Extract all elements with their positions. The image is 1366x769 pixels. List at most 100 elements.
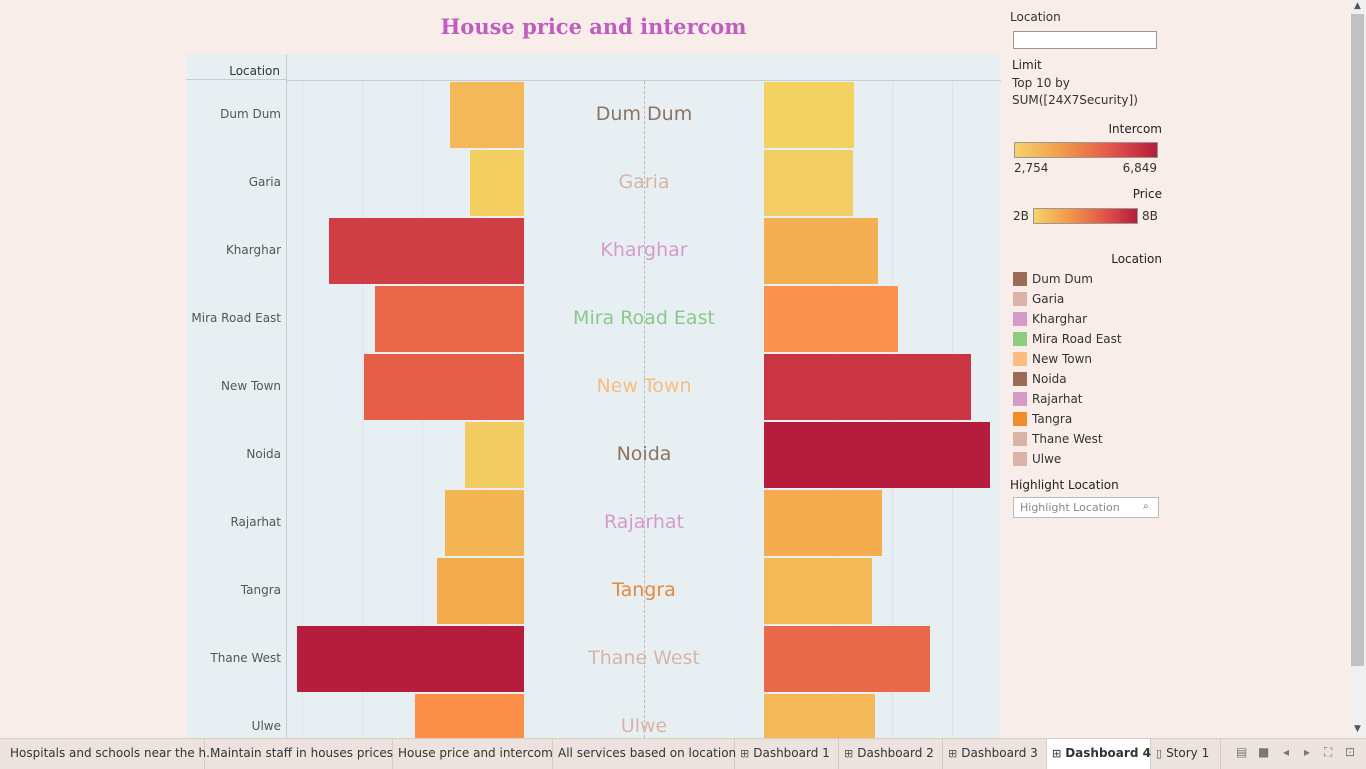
center-axis [644,81,645,738]
legend-swatch [1013,412,1027,426]
location-label: Noida [616,443,672,465]
location-legend-title: Location [1111,252,1162,266]
legend-swatch [1013,292,1027,306]
price-bar[interactable] [764,82,855,148]
legend-label: Noida [1032,372,1067,386]
price-bar[interactable] [764,694,875,738]
sheet-tab[interactable]: ▯ Story 1 [1151,739,1221,769]
next-sheet-icon[interactable]: ▸ [1304,745,1311,759]
intercom-legend-title: Intercom [1108,122,1162,136]
row-label: Noida [246,447,281,461]
sheet-tab[interactable]: ⊞ Dashboard 3 [943,739,1047,769]
intercom-bar[interactable] [469,150,524,216]
price-bar[interactable] [764,558,872,624]
sheet-tab[interactable]: ⊞ Dashboard 1 [735,739,839,769]
row-header-border [286,54,287,738]
row-label: Dum Dum [220,107,281,121]
price-bar[interactable] [764,354,972,420]
highlight-placeholder: Highlight Location [1020,501,1120,514]
row-label: New Town [220,379,281,393]
sheet-tab[interactable]: Maintain staff in houses prices [205,739,393,769]
tab-label: Dashboard 3 [961,746,1038,760]
price-bar[interactable] [764,218,878,284]
legend-swatch [1013,432,1027,446]
fullscreen-icon[interactable]: ⛶ [1324,745,1333,759]
scroll-up-arrow-icon[interactable]: ▲ [1354,1,1361,11]
row-label: Kharghar [225,243,281,257]
highlight-title: Highlight Location [1010,478,1119,492]
price-bar[interactable] [764,286,899,352]
intercom-legend-max: 6,849 [1122,161,1157,175]
sheet-tab[interactable]: Hospitals and schools near the h... [5,739,218,769]
limit-formula: SUM([24X7Security]) [1012,93,1138,107]
chart-area[interactable]: Location Dum Dum Dum Dum Garia Garia Khargha… [186,54,1001,738]
sheet-tab[interactable]: House price and intercom [393,739,553,769]
intercom-bar[interactable] [436,558,524,624]
location-label: Thane West [588,647,700,669]
location-label: Kharghar [600,239,688,261]
tab-label: Hospitals and schools near the h... [10,746,218,760]
dashboard-icon: ⊞ [740,747,750,760]
sheet-tab[interactable]: ⊞ Dashboard 4 [1047,739,1151,769]
present-icon[interactable]: ⊡ [1345,745,1356,759]
legend-label: Tangra [1032,412,1073,426]
legend-label: New Town [1032,352,1093,366]
scroll-thumb[interactable] [1351,14,1364,666]
dashboard-icon: ⊞ [844,747,854,760]
legend-swatch [1013,392,1027,406]
intercom-bar[interactable] [450,82,524,148]
location-label: Tangra [612,579,676,601]
intercom-bar[interactable] [297,626,524,692]
price-bar[interactable] [764,490,883,556]
price-bar[interactable] [764,150,853,216]
location-label: Mira Road East [573,307,715,329]
story-icon: ▯ [1156,747,1163,760]
legend-label: Ulwe [1032,452,1062,466]
highlight-location-input[interactable] [1013,497,1159,518]
location-filter-input[interactable] [1013,31,1157,49]
grid-line [362,81,363,738]
price-bar[interactable] [764,422,990,488]
row-label: Garia [248,175,281,189]
chart-title: House price and intercom [440,14,747,39]
intercom-legend-min: 2,754 [1014,161,1049,175]
sheet-tab[interactable]: All services based on location [553,739,736,769]
price-legend-min: 2B [1013,209,1029,223]
limit-text: Top 10 by [1012,76,1070,90]
prev-sheet-icon[interactable]: ◂ [1283,745,1290,759]
row-header-label: Location [186,54,286,80]
intercom-bar[interactable] [329,218,524,284]
intercom-bar[interactable] [465,422,524,488]
show-thumbnails-icon[interactable]: ▤ [1236,745,1248,759]
legend-label: Garia [1032,292,1065,306]
price-legend-title: Price [1132,187,1162,201]
legend-swatch [1013,332,1027,346]
location-label: Ulwe [620,715,668,737]
grid-line [302,81,303,738]
dashboard-icon: ⊞ [948,747,958,760]
sheet-tab[interactable]: ⊞ Dashboard 2 [839,739,943,769]
legend-label: Rajarhat [1032,392,1083,406]
scroll-down-arrow-icon[interactable]: ▼ [1354,724,1361,734]
intercom-bar[interactable] [445,490,524,556]
tab-label: Maintain staff in houses prices [210,746,393,760]
legend-label: Mira Road East [1032,332,1122,346]
price-legend-max: 8B [1142,209,1158,223]
limit-title: Limit [1012,58,1042,72]
intercom-bar[interactable] [415,694,524,738]
show-filmstrip-icon[interactable]: ■ [1258,745,1270,759]
legend-label: Dum Dum [1032,272,1093,286]
row-label: Mira Road East [191,311,281,325]
price-bar[interactable] [764,626,931,692]
legend-label: Thane West [1032,432,1103,446]
intercom-bar[interactable] [364,354,524,420]
header-divider [286,80,1001,81]
tab-label: Story 1 [1166,746,1210,760]
location-label: Garia [618,171,670,193]
dashboard-icon: ⊞ [1052,747,1062,760]
intercom-bar[interactable] [375,286,524,352]
row-label: Ulwe [251,719,281,733]
search-icon[interactable]: ⌕ [1143,501,1149,512]
legend-swatch [1013,272,1027,286]
row-label: Rajarhat [230,515,281,529]
